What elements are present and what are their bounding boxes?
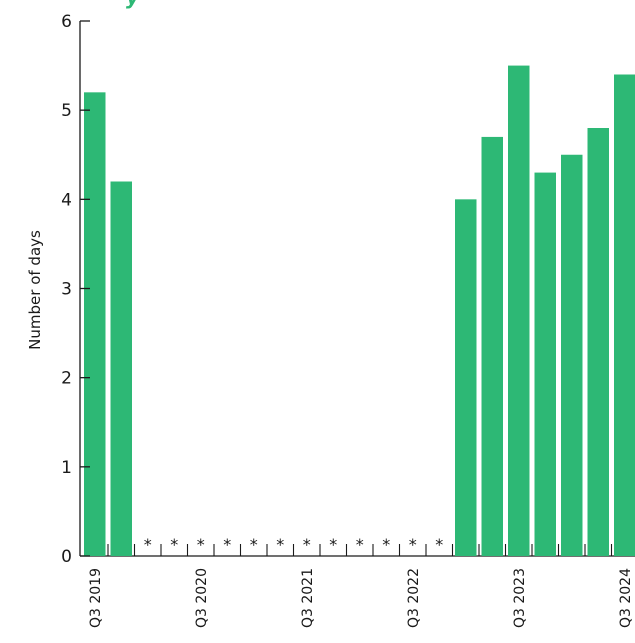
missing-data-marker: * xyxy=(356,535,364,554)
x-tick-label: Q3 2022 xyxy=(406,568,422,628)
y-tick-label: 1 xyxy=(61,458,72,478)
y-tick-label: 3 xyxy=(61,280,72,300)
bar-q3-2023 xyxy=(508,65,530,556)
bar-q3-2019 xyxy=(84,92,106,556)
missing-data-marker: * xyxy=(435,535,443,554)
x-axis-ticks: Q3 2019 Q3 2020 Q3 2021 Q3 2022 Q3 2023 Q3 20… xyxy=(88,544,634,628)
missing-data-marker: * xyxy=(197,535,205,554)
y-axis-ticks: 0 1 2 3 4 5 6 xyxy=(61,12,90,567)
missing-data-marker: * xyxy=(170,535,178,554)
y-tick-label: 0 xyxy=(61,547,72,567)
missing-data-marker: * xyxy=(250,535,258,554)
y-tick-label: 5 xyxy=(61,101,72,121)
x-tick-label: Q3 2019 xyxy=(88,568,104,628)
y-tick-label: 6 xyxy=(61,12,72,32)
x-tick-label: Q3 2024 xyxy=(618,568,634,628)
x-tick-label: Q3 2023 xyxy=(512,568,528,628)
bar-q2-2023 xyxy=(481,136,503,556)
bar-q1-2024 xyxy=(561,154,583,556)
missing-data-marker: * xyxy=(303,535,311,554)
bar-q1-2023 xyxy=(455,199,477,557)
missing-data-marker: * xyxy=(329,535,337,554)
missing-data-marker: * xyxy=(382,535,390,554)
y-tick-label: 2 xyxy=(61,369,72,389)
x-tick-label: Q3 2021 xyxy=(300,568,316,628)
missing-data-marker: * xyxy=(276,535,284,554)
missing-data-marker: * xyxy=(223,535,231,554)
x-tick-label: Q3 2020 xyxy=(194,568,210,628)
y-tick-label: 4 xyxy=(61,190,72,210)
bar-q3-2024 xyxy=(614,74,635,556)
bar-q4-2019 xyxy=(110,181,132,556)
bars xyxy=(84,65,635,557)
missing-markers: * * * * * * * * * * * * xyxy=(144,535,444,554)
bar-q2-2024 xyxy=(587,128,609,556)
y-axis-title: Number of days xyxy=(26,230,44,350)
missing-data-marker: * xyxy=(144,535,152,554)
chart-title-fragment: y xyxy=(126,0,140,9)
missing-data-marker: * xyxy=(409,535,417,554)
bar-q4-2023 xyxy=(534,172,556,557)
